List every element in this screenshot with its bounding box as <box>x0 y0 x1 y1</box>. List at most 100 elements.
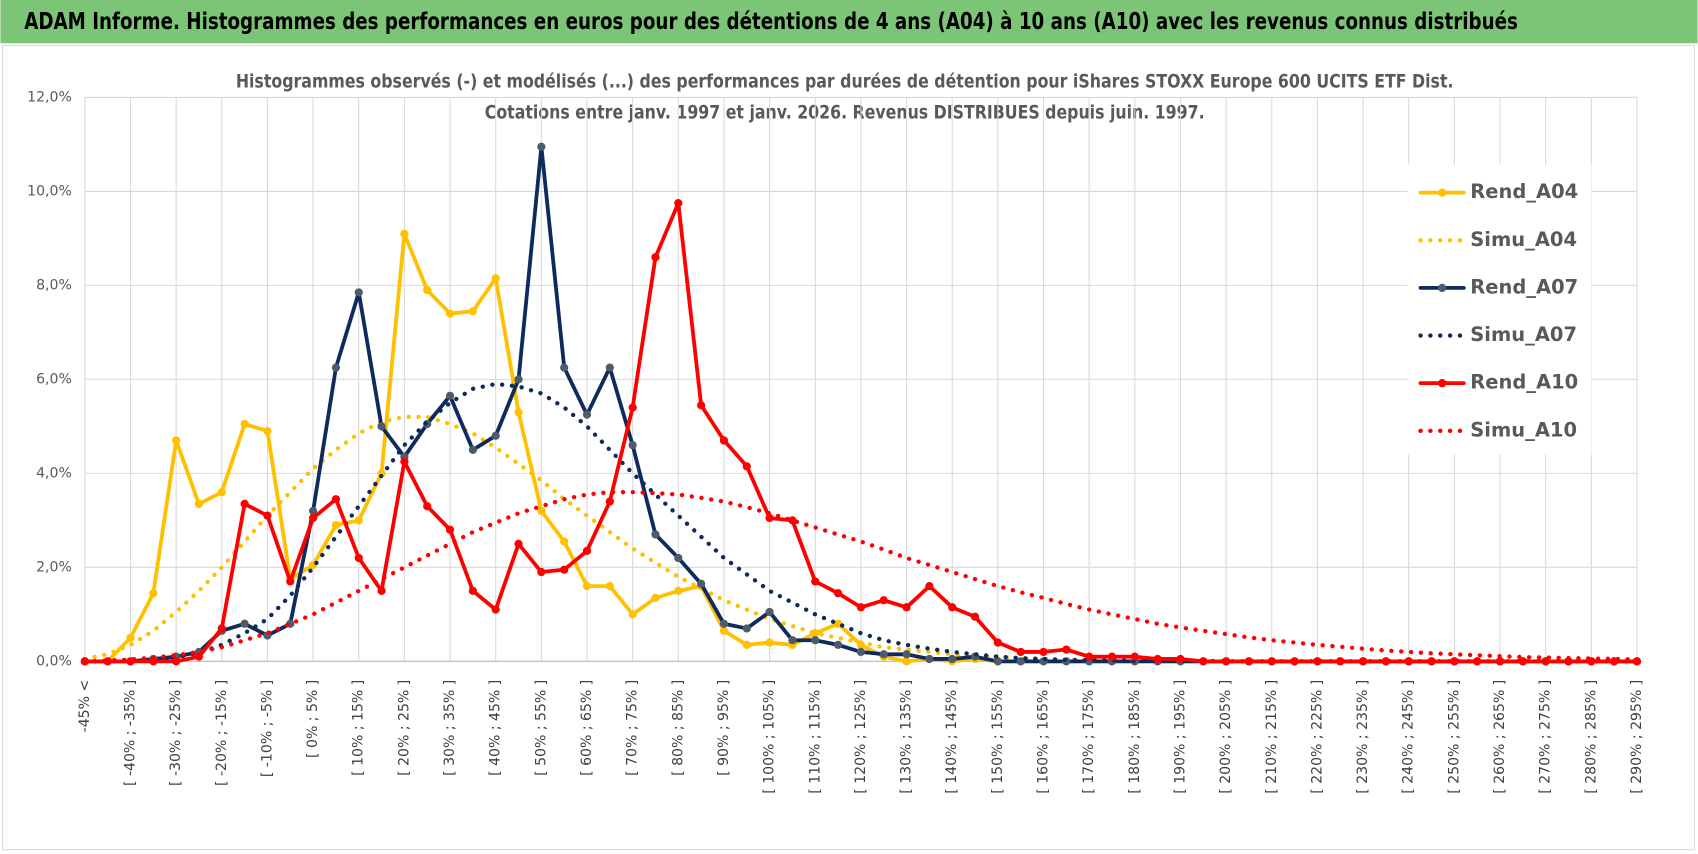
marker <box>993 657 1002 666</box>
marker <box>651 253 660 262</box>
marker <box>719 626 729 635</box>
marker <box>582 410 592 419</box>
marker <box>833 640 843 650</box>
y-tick-label: 10,0% <box>27 183 72 199</box>
marker <box>1016 647 1025 657</box>
marker <box>811 636 820 645</box>
marker <box>1564 657 1573 666</box>
y-tick-label: 12,0% <box>27 89 72 105</box>
x-tick-label: [ 150% ; 155% ] <box>990 680 1006 794</box>
marker <box>628 610 637 619</box>
y-tick-label: 6,0% <box>36 371 72 387</box>
marker <box>765 638 774 647</box>
marker <box>1358 657 1368 666</box>
x-tick-label: [ 90% ; 95% ] <box>716 680 732 776</box>
marker <box>948 654 957 664</box>
marker <box>1016 657 1025 666</box>
y-tick-label: 8,0% <box>36 277 72 293</box>
marker <box>537 567 546 577</box>
marker <box>240 619 249 628</box>
marker <box>491 605 500 614</box>
marker <box>445 391 455 400</box>
marker <box>879 596 888 605</box>
marker <box>560 537 569 546</box>
x-tick-label: [ 40% ; 45% ] <box>488 680 504 776</box>
marker <box>582 582 592 591</box>
marker <box>514 539 523 548</box>
marker <box>1632 657 1642 666</box>
marker <box>1313 657 1322 666</box>
marker <box>537 142 546 151</box>
marker <box>491 431 500 440</box>
marker <box>354 516 363 525</box>
marker <box>514 408 523 417</box>
x-tick-label: [ 30% ; 35% ] <box>442 680 458 776</box>
chart-subtitle: Cotations entre janv. 1997 et janv. 2026… <box>485 103 1205 124</box>
marker <box>263 511 272 520</box>
marker <box>377 586 386 595</box>
marker <box>1267 657 1276 666</box>
x-tick-label: [ 250% ; 255% ] <box>1446 680 1462 794</box>
marker <box>445 309 455 318</box>
marker <box>1381 657 1391 666</box>
chart-title: Histogrammes observés (-) et modélisés (… <box>236 71 1454 92</box>
marker <box>217 488 226 497</box>
x-tick-label: [ 70% ; 75% ] <box>625 680 641 776</box>
marker <box>445 525 455 534</box>
marker <box>149 589 158 598</box>
marker <box>765 513 774 523</box>
marker <box>833 589 843 598</box>
y-tick-label: 4,0% <box>36 465 72 481</box>
x-tick-label: [ -10% ; -5% ] <box>259 680 275 777</box>
legend-label: Simu_A10 <box>1470 418 1577 441</box>
marker <box>1039 647 1048 657</box>
model-line <box>82 489 1640 664</box>
marker <box>1404 657 1413 666</box>
marker <box>423 285 432 295</box>
marker <box>1176 654 1185 664</box>
marker <box>1062 645 1071 654</box>
x-tick-label: [ 110% ; 115% ] <box>807 680 823 794</box>
x-tick-label: [ 10% ; 15% ] <box>351 680 367 776</box>
marker <box>993 638 1002 647</box>
marker <box>925 654 934 664</box>
marker <box>172 436 181 445</box>
chart-border <box>2 44 1695 851</box>
x-tick-label: [ 190% ; 195% ] <box>1172 680 1188 794</box>
marker <box>879 650 888 659</box>
marker <box>902 650 911 659</box>
marker <box>1495 657 1505 666</box>
x-tick-label: [ -30% ; -25% ] <box>168 680 184 786</box>
marker <box>651 530 660 539</box>
marker <box>537 506 546 516</box>
legend-label: Rend_A10 <box>1470 371 1578 394</box>
marker <box>742 462 751 471</box>
model-line <box>82 414 1640 664</box>
marker <box>925 582 934 591</box>
x-tick-label: [ 50% ; 55% ] <box>533 680 549 776</box>
marker <box>491 274 500 283</box>
marker <box>423 502 432 511</box>
x-tick-label: [ 170% ; 175% ] <box>1081 680 1097 794</box>
marker <box>560 363 569 372</box>
marker <box>719 436 729 445</box>
x-tick-label: [ 140% ; 145% ] <box>944 680 960 794</box>
marker <box>1130 652 1139 661</box>
marker <box>1153 654 1162 664</box>
marker <box>902 603 911 612</box>
marker <box>605 582 614 591</box>
y-tick-label: 0,0% <box>36 653 72 669</box>
marker <box>194 652 204 661</box>
marker <box>331 363 341 372</box>
marker <box>331 495 341 504</box>
x-tick-label: [ 290% ; 295% ] <box>1629 680 1645 794</box>
x-tick-label: [ 200% ; 205% ] <box>1218 680 1234 794</box>
x-tick-label: [ 220% ; 225% ] <box>1309 680 1325 794</box>
marker <box>240 419 249 429</box>
marker <box>902 657 911 666</box>
x-tick-label: [ 130% ; 135% ] <box>899 680 915 794</box>
marker <box>856 603 866 612</box>
marker <box>217 624 226 633</box>
marker <box>126 633 135 642</box>
